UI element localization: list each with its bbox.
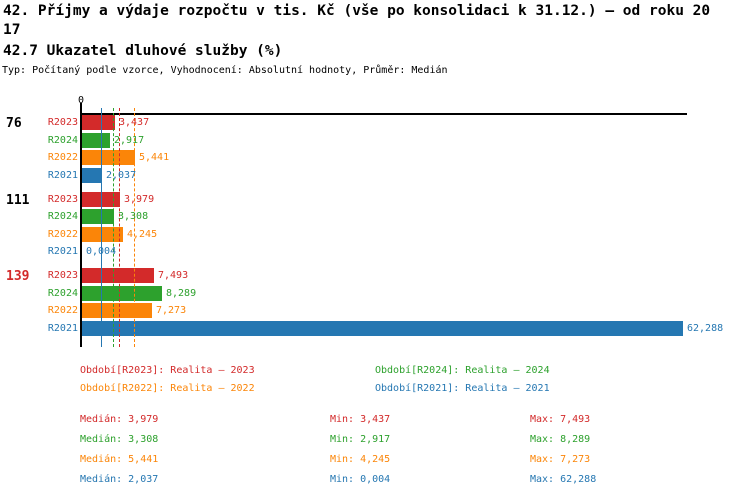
bar	[82, 209, 114, 224]
median-line-r2022	[134, 108, 135, 347]
legend-item-r2021: Období[R2021]: Realita – 2021	[375, 383, 550, 394]
bar-row-label: R2023	[47, 270, 78, 281]
median-line-r2024	[113, 108, 114, 347]
stat-median-r2023: Medián: 3,979	[80, 414, 159, 425]
bar	[82, 115, 115, 130]
stat-median-r2022: Medián: 5,441	[80, 454, 159, 465]
legend-item-r2023: Období[R2023]: Realita – 2023	[80, 365, 255, 376]
stat-max-r2024: Max: 8,289	[530, 434, 591, 445]
x-axis-zero-label: 0	[77, 95, 85, 106]
bar-row-label: R2024	[47, 134, 78, 146]
chart-meta: Typ: Počítaný podle vzorce, Vyhodnocení:…	[2, 65, 448, 76]
bar-row-label: R2021	[47, 322, 78, 334]
bar-row-label: R2021	[47, 169, 78, 181]
bar	[82, 132, 110, 148]
bar-row-label: R2024	[47, 287, 78, 299]
bar	[82, 285, 162, 301]
bar-value-label: 3,437	[119, 117, 150, 128]
bar-value-label: 3,979	[124, 193, 155, 205]
group-label: 76	[6, 116, 22, 131]
stat-max-r2021: Max: 62,288	[530, 474, 597, 485]
bar-value-label: 2,917	[114, 134, 145, 146]
group-label: 139	[6, 269, 30, 284]
bar-value-label: 7,493	[158, 270, 189, 281]
y-axis-line	[80, 103, 82, 347]
stat-max-r2022: Max: 7,273	[530, 454, 591, 465]
bar-row-label: R2023	[47, 193, 78, 205]
bar-value-label: 4,245	[127, 228, 158, 240]
page-title-line2: 17	[3, 22, 21, 38]
bar	[82, 303, 152, 318]
bar-row-label: R2022	[47, 305, 78, 316]
bar-row-label: R2023	[47, 117, 78, 128]
bar-row-label: R2022	[47, 152, 78, 163]
bar	[82, 167, 102, 183]
bar-chart: 0 76 R2023 3,437 R2024 2,917 R2022 5,441 R2021 2…	[0, 95, 750, 353]
bar-row-label: R2021	[47, 246, 78, 257]
stat-min-r2023: Min: 3,437	[330, 414, 391, 425]
x-axis-line	[80, 113, 687, 115]
bar	[82, 150, 135, 165]
legend-item-r2022: Období[R2022]: Realita – 2022	[80, 383, 255, 394]
chart-subtitle: 42.7 Ukazatel dluhové služby (%)	[3, 43, 283, 59]
stat-max-r2023: Max: 7,493	[530, 414, 591, 425]
legend-item-r2024: Období[R2024]: Realita – 2024	[375, 365, 550, 376]
bar-value-label: 7,273	[156, 305, 187, 316]
bar-row-label: R2022	[47, 228, 78, 240]
bar-value-label: 8,289	[166, 287, 197, 299]
bar	[82, 226, 123, 242]
stat-median-r2024: Medián: 3,308	[80, 434, 159, 445]
bar	[82, 268, 154, 283]
bar	[82, 320, 683, 336]
stat-median-r2021: Medián: 2,037	[80, 474, 159, 485]
group-label: 111	[6, 192, 30, 208]
page-title-line1: 42. Příjmy a výdaje rozpočtu v tis. Kč (…	[3, 3, 711, 19]
stat-min-r2022: Min: 4,245	[330, 454, 391, 465]
median-line-r2021	[101, 108, 102, 347]
bar-value-label: 3,308	[118, 211, 149, 222]
stat-min-r2024: Min: 2,917	[330, 434, 391, 445]
bar-value-label: 2,037	[106, 169, 137, 181]
bar-row-label: R2024	[47, 211, 78, 222]
median-line-r2023	[119, 108, 120, 347]
bar-value-label: 0,004	[86, 246, 117, 257]
stat-min-r2021: Min: 0,004	[330, 474, 391, 485]
bar-value-label: 5,441	[139, 152, 170, 163]
bar-value-label: 62,288	[687, 322, 724, 334]
